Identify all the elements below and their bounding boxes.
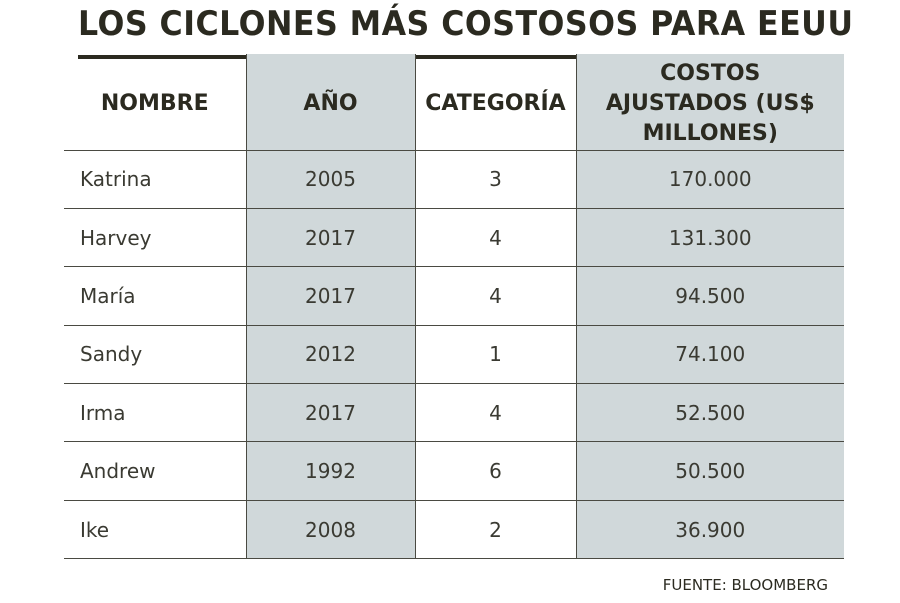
cell-anio: 2008 xyxy=(246,500,416,560)
table-header-row: NOMBRE AÑO CATEGORÍA COSTOS AJUSTADOS (U… xyxy=(64,54,844,151)
cell-nombre: Katrina xyxy=(64,150,247,209)
cell-nombre: María xyxy=(64,266,247,326)
cell-categoria: 4 xyxy=(415,208,577,268)
cell-nombre: Ike xyxy=(64,500,247,560)
cell-anio: 2017 xyxy=(246,208,416,268)
cell-costo: 170.000 xyxy=(576,150,844,209)
cell-anio: 2017 xyxy=(246,266,416,326)
table-row: Katrina 2005 3 170.000 xyxy=(64,150,844,209)
table-body: Katrina 2005 3 170.000 Harvey 2017 4 131.300 Mar… xyxy=(64,150,844,560)
cell-costo: 94.500 xyxy=(576,266,844,326)
cell-costo: 74.100 xyxy=(576,325,844,385)
table-row: Harvey 2017 4 131.300 xyxy=(64,208,844,268)
table-row: Sandy 2012 1 74.100 xyxy=(64,325,844,385)
cell-costo: 131.300 xyxy=(576,208,844,268)
cell-categoria: 2 xyxy=(415,500,577,560)
cell-nombre: Sandy xyxy=(64,325,247,385)
table-row: Andrew 1992 6 50.500 xyxy=(64,441,844,501)
data-table-container: NOMBRE AÑO CATEGORÍA COSTOS AJUSTADOS (U… xyxy=(64,54,844,560)
chart-title: LOS CICLONES MÁS COSTOSOS PARA EEUU xyxy=(78,4,854,44)
table-row: Irma 2017 4 52.500 xyxy=(64,383,844,443)
cell-categoria: 1 xyxy=(415,325,577,385)
table-row: María 2017 4 94.500 xyxy=(64,266,844,326)
cell-nombre: Irma xyxy=(64,383,247,443)
cell-nombre: Andrew xyxy=(64,441,247,501)
column-header-costos: COSTOS AJUSTADOS (US$ MILLONES) xyxy=(576,54,844,151)
data-table: NOMBRE AÑO CATEGORÍA COSTOS AJUSTADOS (U… xyxy=(64,54,844,560)
cell-anio: 2012 xyxy=(246,325,416,385)
cell-categoria: 3 xyxy=(415,150,577,209)
cell-costo: 52.500 xyxy=(576,383,844,443)
column-header-anio: AÑO xyxy=(246,54,416,151)
cell-categoria: 4 xyxy=(415,383,577,443)
cell-categoria: 6 xyxy=(415,441,577,501)
column-header-nombre: NOMBRE xyxy=(64,54,247,151)
cell-categoria: 4 xyxy=(415,266,577,326)
cell-nombre: Harvey xyxy=(64,208,247,268)
column-header-categoria: CATEGORÍA xyxy=(415,54,577,151)
table-row: Ike 2008 2 36.900 xyxy=(64,500,844,560)
cell-costo: 36.900 xyxy=(576,500,844,560)
cell-anio: 1992 xyxy=(246,441,416,501)
source-note: FUENTE: BLOOMBERG xyxy=(662,576,828,594)
cell-anio: 2005 xyxy=(246,150,416,209)
cell-costo: 50.500 xyxy=(576,441,844,501)
column-header-costos-text: COSTOS AJUSTADOS (US$ MILLONES) xyxy=(605,60,815,146)
cell-anio: 2017 xyxy=(246,383,416,443)
